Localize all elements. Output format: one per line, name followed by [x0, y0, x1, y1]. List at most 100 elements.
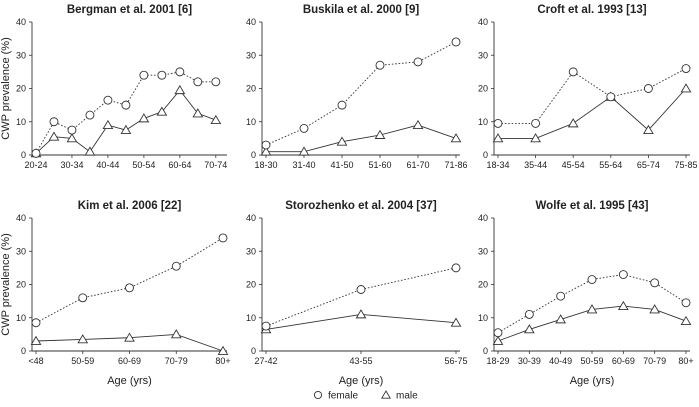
male-marker	[217, 345, 229, 355]
male-marker	[84, 146, 96, 156]
x-tick-label: 60-69	[118, 356, 141, 366]
x-axis-label: Age (yrs)	[570, 375, 615, 387]
y-tick-label: 20	[246, 280, 256, 290]
female-marker	[568, 67, 578, 77]
x-axis-label: Age (yrs)	[107, 375, 152, 387]
x-tick-label: 51-60	[368, 160, 391, 170]
x-tick-label: 18-30	[254, 160, 277, 170]
series-line-male	[35, 89, 216, 154]
male-marker	[170, 329, 182, 339]
female-marker	[413, 57, 423, 67]
x-tick-label: 70-79	[165, 356, 188, 366]
y-tick-label: 30	[16, 50, 26, 60]
male-marker	[174, 84, 186, 95]
panel-title: Wolfe et al. 1995 [43]	[536, 200, 649, 212]
x-tick-label: 43-55	[349, 356, 372, 366]
male-marker	[77, 334, 89, 344]
legend-marker-male	[381, 390, 391, 399]
x-tick-label: 65-74	[637, 160, 660, 170]
male-marker	[680, 315, 692, 325]
series-line-female	[35, 71, 216, 154]
panel-title: Bergman et al. 2001 [6]	[67, 4, 192, 16]
y-tick-label: 40	[478, 17, 488, 27]
female-marker	[299, 123, 309, 133]
female-marker	[531, 118, 541, 128]
x-tick-label: 30-39	[518, 356, 541, 366]
male-marker	[643, 124, 654, 134]
y-tick-label: 40	[478, 213, 488, 223]
x-tick-label: 27-42	[254, 356, 277, 366]
male-marker	[48, 131, 60, 141]
female-marker	[681, 298, 691, 308]
y-tick-label: 0	[21, 346, 26, 356]
y-tick-label: 30	[246, 246, 256, 256]
x-tick-label: 30-34	[60, 160, 83, 170]
female-marker	[451, 37, 461, 47]
x-tick-label: 45-54	[562, 160, 585, 170]
male-marker	[102, 119, 114, 129]
y-tick-label: 0	[483, 150, 488, 160]
male-marker	[374, 129, 386, 139]
male-marker	[567, 118, 579, 128]
female-marker	[49, 117, 59, 127]
x-axis-label: Age (yrs)	[339, 375, 384, 387]
female-marker	[193, 77, 203, 87]
male-marker	[260, 146, 272, 156]
x-tick-label: 18-29	[486, 356, 509, 366]
x-tick-label: 31-40	[292, 160, 315, 170]
female-marker	[218, 233, 228, 243]
female-marker	[356, 285, 366, 294]
x-tick-label: 35-44	[524, 160, 547, 170]
y-tick-label: 0	[483, 346, 488, 356]
male-marker	[66, 133, 78, 143]
y-tick-label: 0	[251, 150, 256, 160]
y-tick-label: 0	[251, 346, 256, 356]
female-marker	[337, 100, 347, 110]
female-marker	[31, 318, 41, 328]
y-tick-label: 30	[246, 50, 256, 60]
panel-4: Kim et al. 2006 [22] 0 10 20 30 40 <48 50-59 60-…	[0, 200, 231, 387]
x-tick-label: 80+	[678, 356, 693, 366]
male-marker	[649, 304, 661, 314]
y-tick-label: 0	[21, 150, 26, 160]
y-tick-label: 20	[478, 84, 488, 94]
y-tick-label: 40	[246, 17, 256, 27]
male-marker	[450, 133, 462, 143]
male-marker	[555, 314, 567, 324]
x-tick-label: 41-50	[330, 160, 353, 170]
x-tick-label: 56-75	[444, 356, 467, 366]
male-marker	[586, 304, 598, 314]
y-tick-label: 10	[246, 117, 256, 127]
x-tick-label: 71-86	[444, 160, 467, 170]
male-marker	[412, 119, 424, 129]
y-tick-label: 40	[16, 17, 26, 27]
male-marker	[298, 146, 310, 156]
female-marker	[375, 60, 385, 70]
panel-1: Bergman et al. 2001 [6] 0 10 20 30 40 20-24 30-…	[0, 4, 227, 170]
female-marker	[556, 291, 566, 301]
x-tick-label: 18-34	[486, 160, 509, 170]
y-tick-label: 30	[16, 246, 26, 256]
female-marker	[493, 118, 503, 128]
male-marker	[120, 124, 132, 134]
female-marker	[85, 110, 95, 120]
legend: female male	[313, 390, 418, 402]
x-tick-label: 50-59	[71, 356, 94, 366]
male-marker	[450, 317, 462, 327]
y-tick-label: 10	[478, 117, 488, 127]
male-marker	[192, 108, 204, 118]
female-marker	[650, 278, 660, 288]
female-marker	[139, 70, 149, 80]
male-marker	[492, 133, 504, 143]
x-tick-label: 75-85	[674, 160, 697, 170]
y-tick-label: 10	[16, 117, 26, 127]
series-line-male	[498, 88, 687, 139]
y-tick-label: 30	[478, 246, 488, 256]
x-tick-label: 55-64	[599, 160, 622, 170]
y-tick-label: 30	[478, 50, 488, 60]
y-tick-label: 40	[246, 213, 256, 223]
female-marker	[643, 84, 653, 93]
panel-title: Kim et al. 2006 [22]	[78, 200, 182, 212]
male-marker	[355, 309, 367, 319]
